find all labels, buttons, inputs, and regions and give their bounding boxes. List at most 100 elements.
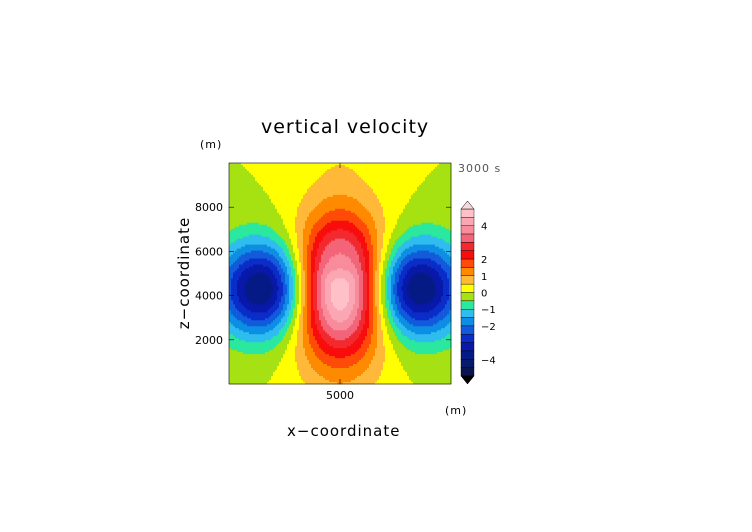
heatmap-cell (267, 164, 270, 168)
heatmap-cell (313, 188, 316, 192)
heatmap-cell (317, 202, 320, 206)
heatmap-cell (303, 200, 306, 204)
heatmap-cell (269, 372, 272, 375)
heatmap-cell (277, 168, 280, 172)
heatmap-cell (285, 236, 288, 240)
heatmap-cell (273, 224, 276, 228)
heatmap-cell (233, 242, 236, 245)
heatmap-cell (295, 304, 298, 307)
heatmap-cell (277, 282, 280, 285)
heatmap-cell (279, 236, 282, 240)
heatmap-cell (231, 192, 234, 196)
heatmap-cell (297, 286, 300, 289)
heatmap-cell (297, 178, 300, 182)
heatmap-cell (259, 178, 262, 182)
heatmap-cell (287, 214, 290, 218)
heatmap-cell (277, 376, 280, 379)
heatmap-cell (277, 266, 280, 269)
heatmap-cell (301, 314, 304, 317)
heatmap-cell (315, 256, 318, 259)
heatmap-cell (313, 200, 316, 204)
heatmap-cell (317, 286, 320, 289)
heatmap-cell (267, 288, 270, 291)
heatmap-cell (255, 380, 258, 383)
heatmap-cell (289, 252, 292, 255)
heatmap-cell (293, 258, 296, 261)
heatmap-cell (233, 212, 236, 216)
heatmap-cell (265, 358, 268, 361)
heatmap-cell (243, 200, 246, 204)
heatmap-cell (251, 266, 254, 269)
heatmap-cell (267, 292, 270, 295)
heatmap-cell (295, 336, 298, 339)
heatmap-cell (283, 310, 286, 313)
heatmap-cell (245, 286, 248, 289)
heatmap-cell (237, 210, 240, 214)
heatmap-cell (271, 362, 274, 365)
heatmap-cell (301, 190, 304, 194)
heatmap-cell (313, 252, 316, 255)
heatmap-cell (235, 232, 238, 236)
heatmap-cell (245, 382, 248, 385)
heatmap-cell (307, 290, 310, 293)
heatmap-cell (311, 376, 314, 379)
heatmap-cell (261, 326, 264, 329)
heatmap-cell (277, 270, 280, 273)
heatmap-cell (253, 164, 256, 168)
heatmap-cell (315, 222, 318, 226)
heatmap-cell (281, 276, 284, 279)
heatmap-cell (317, 182, 320, 186)
heatmap-cell (277, 380, 280, 383)
heatmap-cell (297, 290, 300, 293)
heatmap-cell (267, 166, 270, 170)
heatmap-cell (301, 176, 304, 180)
heatmap-cell (263, 352, 266, 355)
heatmap-cell (275, 194, 278, 198)
heatmap-cell (309, 236, 312, 240)
heatmap-cell (303, 378, 306, 381)
heatmap-cell (317, 328, 320, 331)
heatmap-cell (315, 254, 318, 257)
heatmap-cell (313, 326, 316, 329)
heatmap-cell (317, 248, 320, 251)
heatmap-cell (285, 332, 288, 335)
heatmap-cell (281, 320, 284, 323)
heatmap-cell (271, 364, 274, 367)
heatmap-cell (277, 226, 280, 230)
heatmap-cell (281, 240, 284, 243)
heatmap-cell (251, 186, 254, 190)
heatmap-cell (237, 292, 240, 295)
heatmap-cell (307, 260, 310, 263)
heatmap-cell (301, 170, 304, 174)
heatmap-cell (267, 246, 270, 249)
heatmap-cell (313, 286, 316, 289)
heatmap-cell (297, 248, 300, 251)
heatmap-cell (285, 320, 288, 323)
heatmap-cell (291, 182, 294, 186)
heatmap-cell (237, 198, 240, 202)
heatmap-cell (231, 338, 234, 341)
heatmap-cell (241, 370, 244, 373)
heatmap-cell (299, 214, 302, 218)
heatmap-cell (309, 176, 312, 180)
heatmap-cell (241, 218, 244, 222)
heatmap-cell (251, 238, 254, 241)
heatmap-cell (307, 306, 310, 309)
heatmap-cell (249, 308, 252, 311)
heatmap-cell (283, 194, 286, 198)
heatmap-cell (263, 316, 266, 319)
heatmap-cell (309, 336, 312, 339)
heatmap-cell (269, 340, 272, 343)
heatmap-cell (295, 200, 298, 204)
heatmap-cell (269, 176, 272, 180)
heatmap-cell (265, 182, 268, 186)
heatmap-cell (277, 272, 280, 275)
heatmap-cell (303, 300, 306, 303)
heatmap-cell (255, 202, 258, 206)
heatmap-cell (257, 254, 260, 257)
heatmap-cell (275, 238, 278, 241)
heatmap-cell (317, 184, 320, 188)
heatmap-cell (239, 202, 242, 206)
heatmap-cell (295, 288, 298, 291)
heatmap-cell (237, 272, 240, 275)
